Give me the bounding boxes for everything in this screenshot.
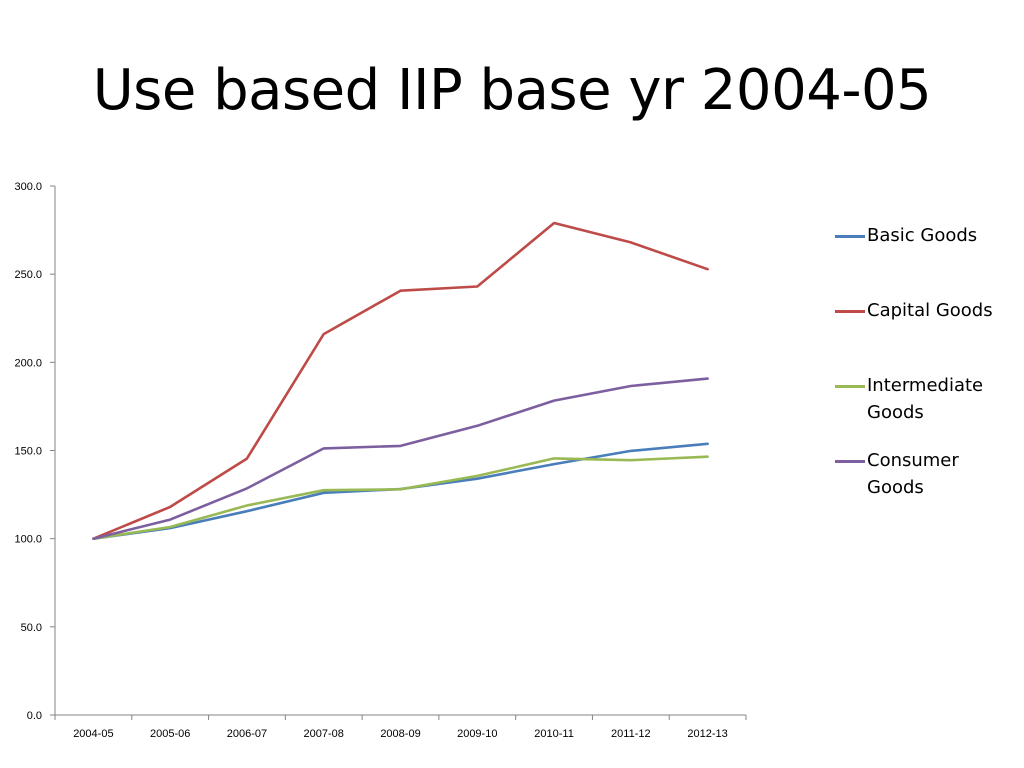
legend-label: Intermediate Goods bbox=[867, 375, 984, 423]
legend-label: Capital Goods bbox=[867, 300, 993, 321]
legend-swatch bbox=[835, 235, 865, 238]
x-tick-label: 2012-13 bbox=[687, 728, 727, 740]
y-tick-label: 150.0 bbox=[14, 446, 42, 458]
series-line-consumer-goods bbox=[92, 377, 709, 541]
y-tick-label: 100.0 bbox=[14, 534, 42, 546]
y-tick-label: 200.0 bbox=[14, 357, 42, 369]
x-tick-label: 2006-07 bbox=[227, 728, 267, 740]
legend-swatch bbox=[835, 460, 865, 463]
series-line-intermediate-goods bbox=[92, 455, 709, 541]
legend-label: Consumer Goods bbox=[867, 450, 959, 498]
y-tick-label: 0.0 bbox=[27, 710, 42, 722]
series-line-capital-goods bbox=[92, 221, 709, 541]
x-tick-label: 2005-06 bbox=[150, 728, 190, 740]
slide-title: Use based IIP base yr 2004-05 bbox=[92, 58, 932, 123]
chart-axes bbox=[50, 185, 747, 720]
chart-series-lines bbox=[92, 221, 709, 541]
x-tick-label: 2008-09 bbox=[380, 728, 420, 740]
legend-swatch bbox=[835, 310, 865, 313]
x-tick-label: 2011-12 bbox=[611, 728, 651, 740]
x-tick-label: 2009-10 bbox=[457, 728, 497, 740]
y-tick-label: 50.0 bbox=[21, 622, 42, 634]
series-line-basic-goods bbox=[92, 442, 709, 541]
x-tick-label: 2010-11 bbox=[534, 728, 574, 740]
legend-label: Basic Goods bbox=[867, 225, 978, 246]
x-tick-label: 2004-05 bbox=[73, 728, 113, 740]
legend-swatch bbox=[835, 385, 865, 388]
chart-tick-labels: 0.0 50.0 100.0 150.0 200.0 250.0 300.0 2004-05 2… bbox=[14, 181, 727, 740]
x-tick-label: 2007-08 bbox=[304, 728, 344, 740]
y-tick-label: 300.0 bbox=[14, 181, 42, 193]
y-tick-label: 250.0 bbox=[14, 269, 42, 281]
